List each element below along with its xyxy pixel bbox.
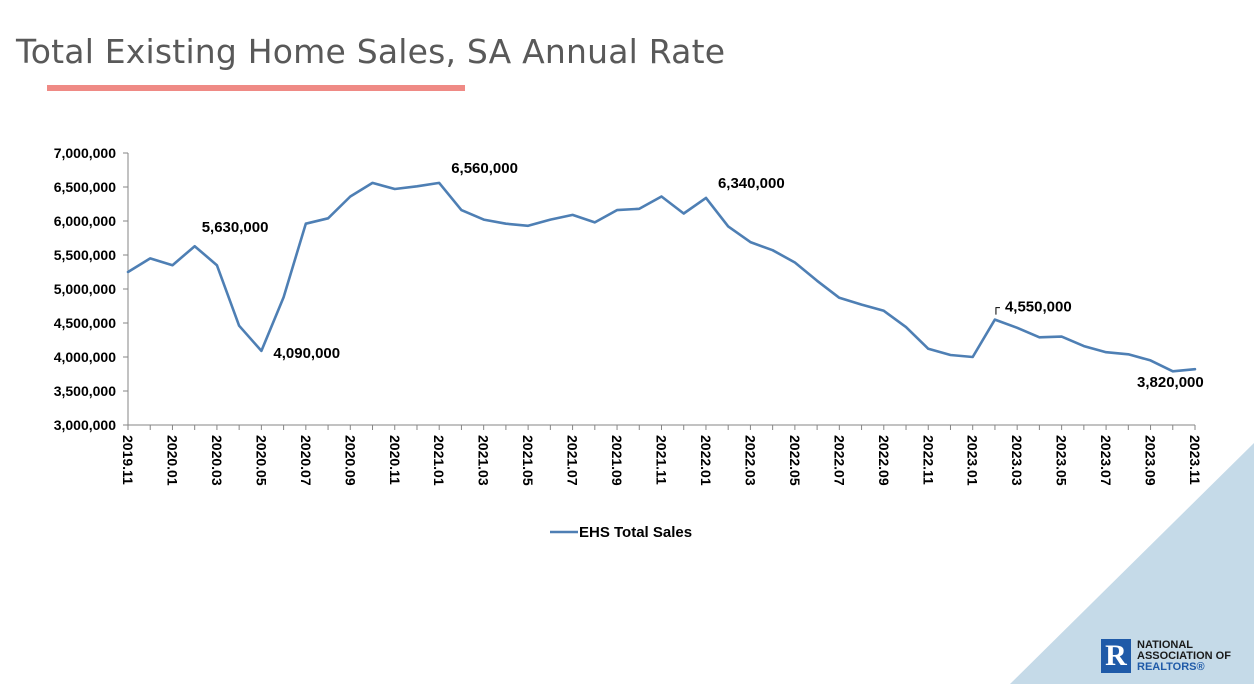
logo-text: NATIONAL ASSOCIATION OF REALTORS® xyxy=(1137,638,1231,673)
data-label: 6,560,000 xyxy=(451,160,518,177)
y-tick-label: 7,000,000 xyxy=(54,145,116,161)
x-tick-label: 2022.03 xyxy=(742,435,758,486)
x-tick-label: 2023.01 xyxy=(965,435,981,486)
x-tick-label: 2020.09 xyxy=(342,435,358,486)
y-tick-label: 5,000,000 xyxy=(54,281,116,297)
data-label-leader xyxy=(995,307,1000,315)
y-tick-label: 4,000,000 xyxy=(54,349,116,365)
x-tick-label: 2023.03 xyxy=(1009,435,1025,486)
y-tick-label: 3,000,000 xyxy=(54,417,116,433)
x-tick-label: 2021.03 xyxy=(476,435,492,486)
x-tick-label: 2019.11 xyxy=(120,435,136,485)
x-tick-label: 2023.07 xyxy=(1098,435,1114,486)
realtor-r-logo-icon: R xyxy=(1101,639,1131,673)
x-tick-label: 2022.01 xyxy=(698,435,714,486)
x-tick-label: 2022.11 xyxy=(920,435,936,485)
page-title: Total Existing Home Sales, SA Annual Rat… xyxy=(16,32,726,71)
y-tick-label: 5,500,000 xyxy=(54,247,116,263)
y-tick-label: 4,500,000 xyxy=(54,315,116,331)
series-line-ehs-total-sales xyxy=(126,181,1197,373)
x-tick-label: 2021.11 xyxy=(654,435,670,485)
data-label: 3,820,000 xyxy=(1137,374,1204,391)
x-tick-label: 2020.01 xyxy=(164,435,180,486)
data-label: 5,630,000 xyxy=(202,219,269,236)
x-tick-label: 2021.09 xyxy=(609,435,625,486)
data-label: 6,340,000 xyxy=(718,175,785,192)
logo-line-1: NATIONAL xyxy=(1137,638,1194,651)
logo-line-2: ASSOCIATION OF xyxy=(1137,649,1231,662)
x-tick-label: 2022.09 xyxy=(876,435,892,486)
x-tick-label: 2020.11 xyxy=(387,435,403,485)
x-tick-label: 2021.01 xyxy=(431,435,447,486)
x-tick-label: 2020.03 xyxy=(209,435,225,486)
x-tick-label: 2023.05 xyxy=(1054,435,1070,486)
data-label: 4,090,000 xyxy=(273,345,340,362)
logo-line-3: REALTORS® xyxy=(1137,660,1205,673)
x-tick-label: 2022.07 xyxy=(831,435,847,486)
x-tick-label: 2022.05 xyxy=(787,435,803,486)
x-tick-label: 2020.07 xyxy=(298,435,314,486)
nar-logo: R NATIONAL ASSOCIATION OF REALTORS® xyxy=(1101,638,1231,674)
x-tick-label: 2021.05 xyxy=(520,435,536,486)
title-underline xyxy=(47,85,465,91)
y-tick-label: 6,000,000 xyxy=(54,213,116,229)
x-tick-label: 2020.05 xyxy=(253,435,269,486)
y-tick-label: 6,500,000 xyxy=(54,179,116,195)
data-label: 4,550,000 xyxy=(1005,299,1072,316)
y-tick-label: 3,500,000 xyxy=(54,383,116,399)
x-tick-label: 2023.09 xyxy=(1143,435,1159,486)
x-tick-label: 2021.07 xyxy=(565,435,581,486)
legend-label: EHS Total Sales xyxy=(579,524,692,541)
x-tick-label: 2023.11 xyxy=(1187,435,1203,485)
